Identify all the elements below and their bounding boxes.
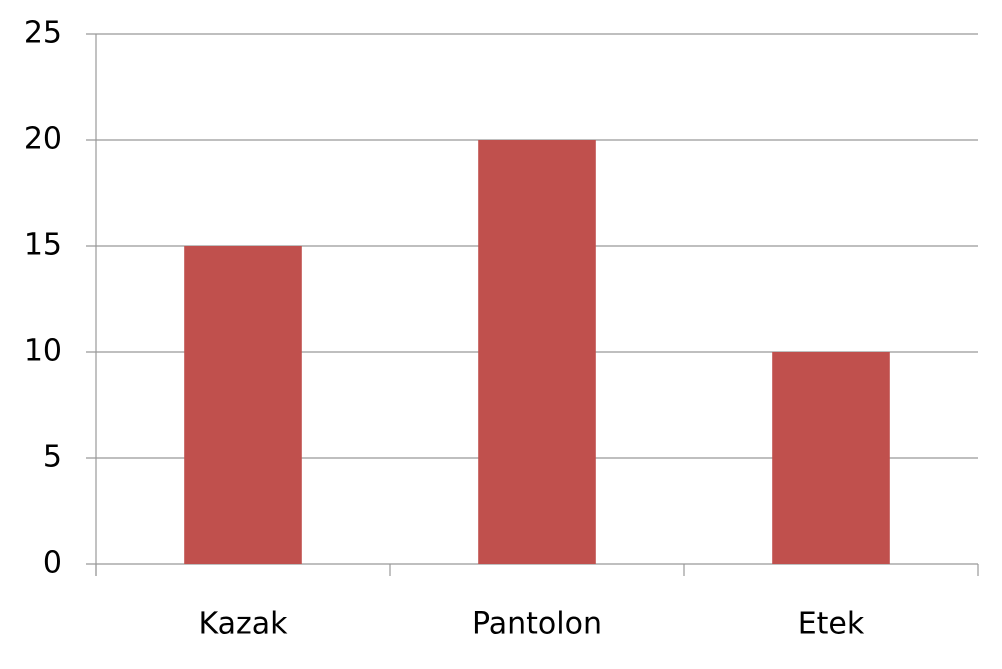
y-tick-label: 25 [24, 16, 62, 51]
y-tick-label: 15 [24, 228, 62, 263]
bar [478, 140, 596, 564]
y-tick-label: 20 [24, 122, 62, 157]
x-tick-label: Pantolon [472, 607, 602, 642]
bar [184, 246, 302, 564]
y-tick-label: 10 [24, 334, 62, 369]
x-tick-label: Kazak [198, 607, 288, 642]
x-tick-label: Etek [798, 607, 865, 642]
y-tick-label: 5 [43, 440, 62, 475]
bar [772, 352, 890, 564]
y-tick-label: 0 [43, 546, 62, 581]
